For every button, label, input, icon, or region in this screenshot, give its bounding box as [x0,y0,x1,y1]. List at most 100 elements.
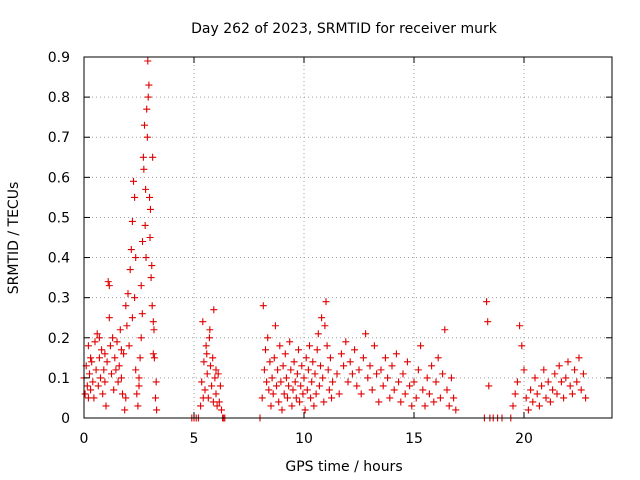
data-point-0-192 [337,350,345,358]
data-point-0-20 [102,402,110,410]
data-point-0-232 [425,390,433,398]
data-point-0-136 [270,354,278,362]
data-point-0-173 [311,370,319,378]
data-point-0-132 [266,358,274,366]
data-point-0-206 [368,386,376,394]
data-point-0-174 [312,390,320,398]
data-point-0-193 [340,362,348,370]
data-point-0-52 [137,334,145,342]
data-point-0-64 [150,354,158,362]
data-point-0-68 [141,221,149,229]
data-point-0-83 [95,334,103,342]
data-point-0-143 [278,406,286,414]
data-point-0-168 [306,342,313,350]
data-point-0-33 [116,326,124,334]
data-point-0-67 [140,165,148,173]
data-point-0-114 [216,382,224,390]
data-point-0-148 [284,394,291,402]
data-point-0-227 [414,366,422,374]
data-point-0-197 [348,370,356,378]
data-point-0-25 [108,370,115,378]
data-point-0-62 [148,302,156,310]
data-point-0-233 [428,362,436,370]
data-point-0-234 [430,398,438,406]
data-point-0-45 [130,177,137,185]
data-point-0-223 [406,382,414,390]
data-point-0-221 [401,390,409,398]
data-point-0-81 [128,314,136,322]
data-point-0-63 [149,318,157,326]
data-point-0-137 [271,322,279,330]
data-point-0-159 [296,398,304,406]
data-point-0-267 [538,382,546,390]
data-point-0-272 [549,386,557,394]
data-point-0-248 [485,382,493,390]
data-point-0-280 [566,382,574,390]
data-point-0-84 [87,354,95,362]
data-point-0-200 [355,366,363,374]
data-point-0-141 [276,342,284,350]
data-point-0-19 [101,378,109,386]
data-point-0-286 [579,370,587,378]
chart-title: Day 262 of 2023, SRMTID for receiver mur… [191,21,498,37]
data-point-0-266 [535,402,543,410]
data-point-0-40 [124,290,132,298]
data-point-0-41 [125,342,133,350]
data-point-0-237 [436,394,444,402]
data-point-0-161 [298,362,306,370]
data-point-0-215 [388,362,396,370]
y-tick-label-6: 0.6 [48,170,70,186]
data-point-0-196 [346,358,354,366]
data-point-0-125 [258,394,266,402]
data-point-0-65 [152,394,159,402]
data-point-0-224 [408,402,416,410]
data-point-0-264 [531,374,539,382]
data-point-0-276 [557,378,565,386]
data-point-0-87 [117,346,125,354]
x-axis-label: GPS time / hours [285,459,402,475]
data-point-0-131 [265,386,273,394]
data-point-0-27 [110,386,118,394]
data-point-0-191 [335,390,343,398]
data-point-0-180 [319,374,327,382]
data-point-0-275 [555,362,563,370]
y-tick-label-4: 0.4 [48,251,70,267]
data-point-0-138 [273,382,280,390]
data-point-0-220 [399,370,407,378]
data-point-0-230 [421,402,429,410]
data-point-0-106 [208,382,216,390]
data-point-0-190 [333,370,341,378]
data-point-0-5 [86,370,93,378]
data-point-0-36 [120,350,128,358]
data-point-0-170 [308,378,316,386]
data-point-0-74 [148,262,156,270]
data-point-0-96 [197,402,205,410]
data-point-0-184 [323,342,331,350]
data-point-0-182 [321,322,329,330]
data-point-0-122 [209,398,217,406]
data-point-0-73 [146,205,154,213]
data-point-0-145 [280,390,288,398]
data-point-0-17 [99,390,107,398]
data-point-0-44 [128,217,136,225]
data-point-0-21 [103,358,111,366]
data-point-0-31 [114,378,122,386]
data-point-0-229 [419,386,427,394]
data-point-0-50 [135,382,143,390]
data-point-0-75 [149,153,157,161]
y-tick-label-0: 0 [61,411,70,427]
data-point-0-239 [441,326,449,334]
data-point-0-47 [132,366,140,374]
data-point-0-144 [279,362,287,370]
data-point-0-283 [573,378,581,386]
data-point-0-225 [410,378,418,386]
data-point-0-177 [315,382,323,390]
data-point-0-35 [119,390,126,398]
data-point-0-259 [520,366,528,374]
data-point-0-14 [95,354,103,362]
data-point-0-59 [145,81,153,89]
data-point-0-243 [450,394,458,402]
data-point-0-260 [522,394,530,402]
data-point-0-104 [205,334,213,342]
data-point-0-119 [199,394,207,402]
